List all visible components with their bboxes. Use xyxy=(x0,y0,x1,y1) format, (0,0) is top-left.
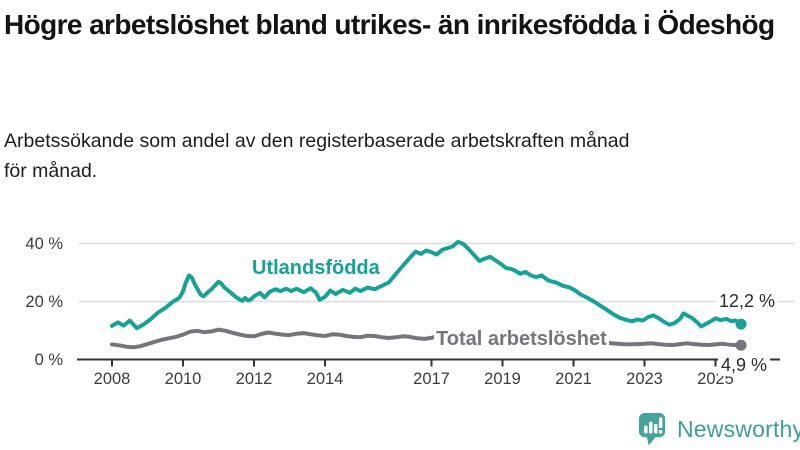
chart-subtitle: Arbetssökande som andel av den registerb… xyxy=(4,130,630,182)
series-label-utlandsfodda: Utlandsfödda xyxy=(250,257,382,280)
y-tick-label: 20 % xyxy=(25,293,63,311)
newsworthy-logo[interactable]: Newsworthy xyxy=(638,412,800,447)
x-tick-label: 2010 xyxy=(165,370,202,388)
x-tick-label: 2017 xyxy=(413,370,450,388)
series-line-utlandsfodda xyxy=(110,239,744,331)
series-end-dot-utlandsfodda xyxy=(735,318,747,330)
x-tick-label: 2019 xyxy=(484,370,521,388)
page-title: Högre arbetslöshet bland utrikes- än inr… xyxy=(4,9,775,40)
x-tick-label: 2008 xyxy=(94,370,131,388)
x-tick-label: 2023 xyxy=(626,370,663,388)
series-line-total xyxy=(110,327,744,350)
series-end-dot-total xyxy=(735,339,747,351)
x-tick-label: 2021 xyxy=(555,370,592,388)
bar-chart-speech-bubble-icon xyxy=(638,413,666,446)
x-tick-label: 2014 xyxy=(307,370,344,388)
series-label-total-arbetsloshet: Total arbetslöshet xyxy=(434,328,609,351)
end-value-total-arbetsloshet: 4,9 % xyxy=(718,355,771,376)
y-tick-label: 0 % xyxy=(35,351,64,369)
y-tick-label: 40 % xyxy=(25,235,63,253)
newsworthy-wordmark: Newsworthy xyxy=(677,416,800,442)
x-tick-label: 2012 xyxy=(236,370,273,388)
end-value-utlandsfodda: 12,2 % xyxy=(716,291,779,312)
